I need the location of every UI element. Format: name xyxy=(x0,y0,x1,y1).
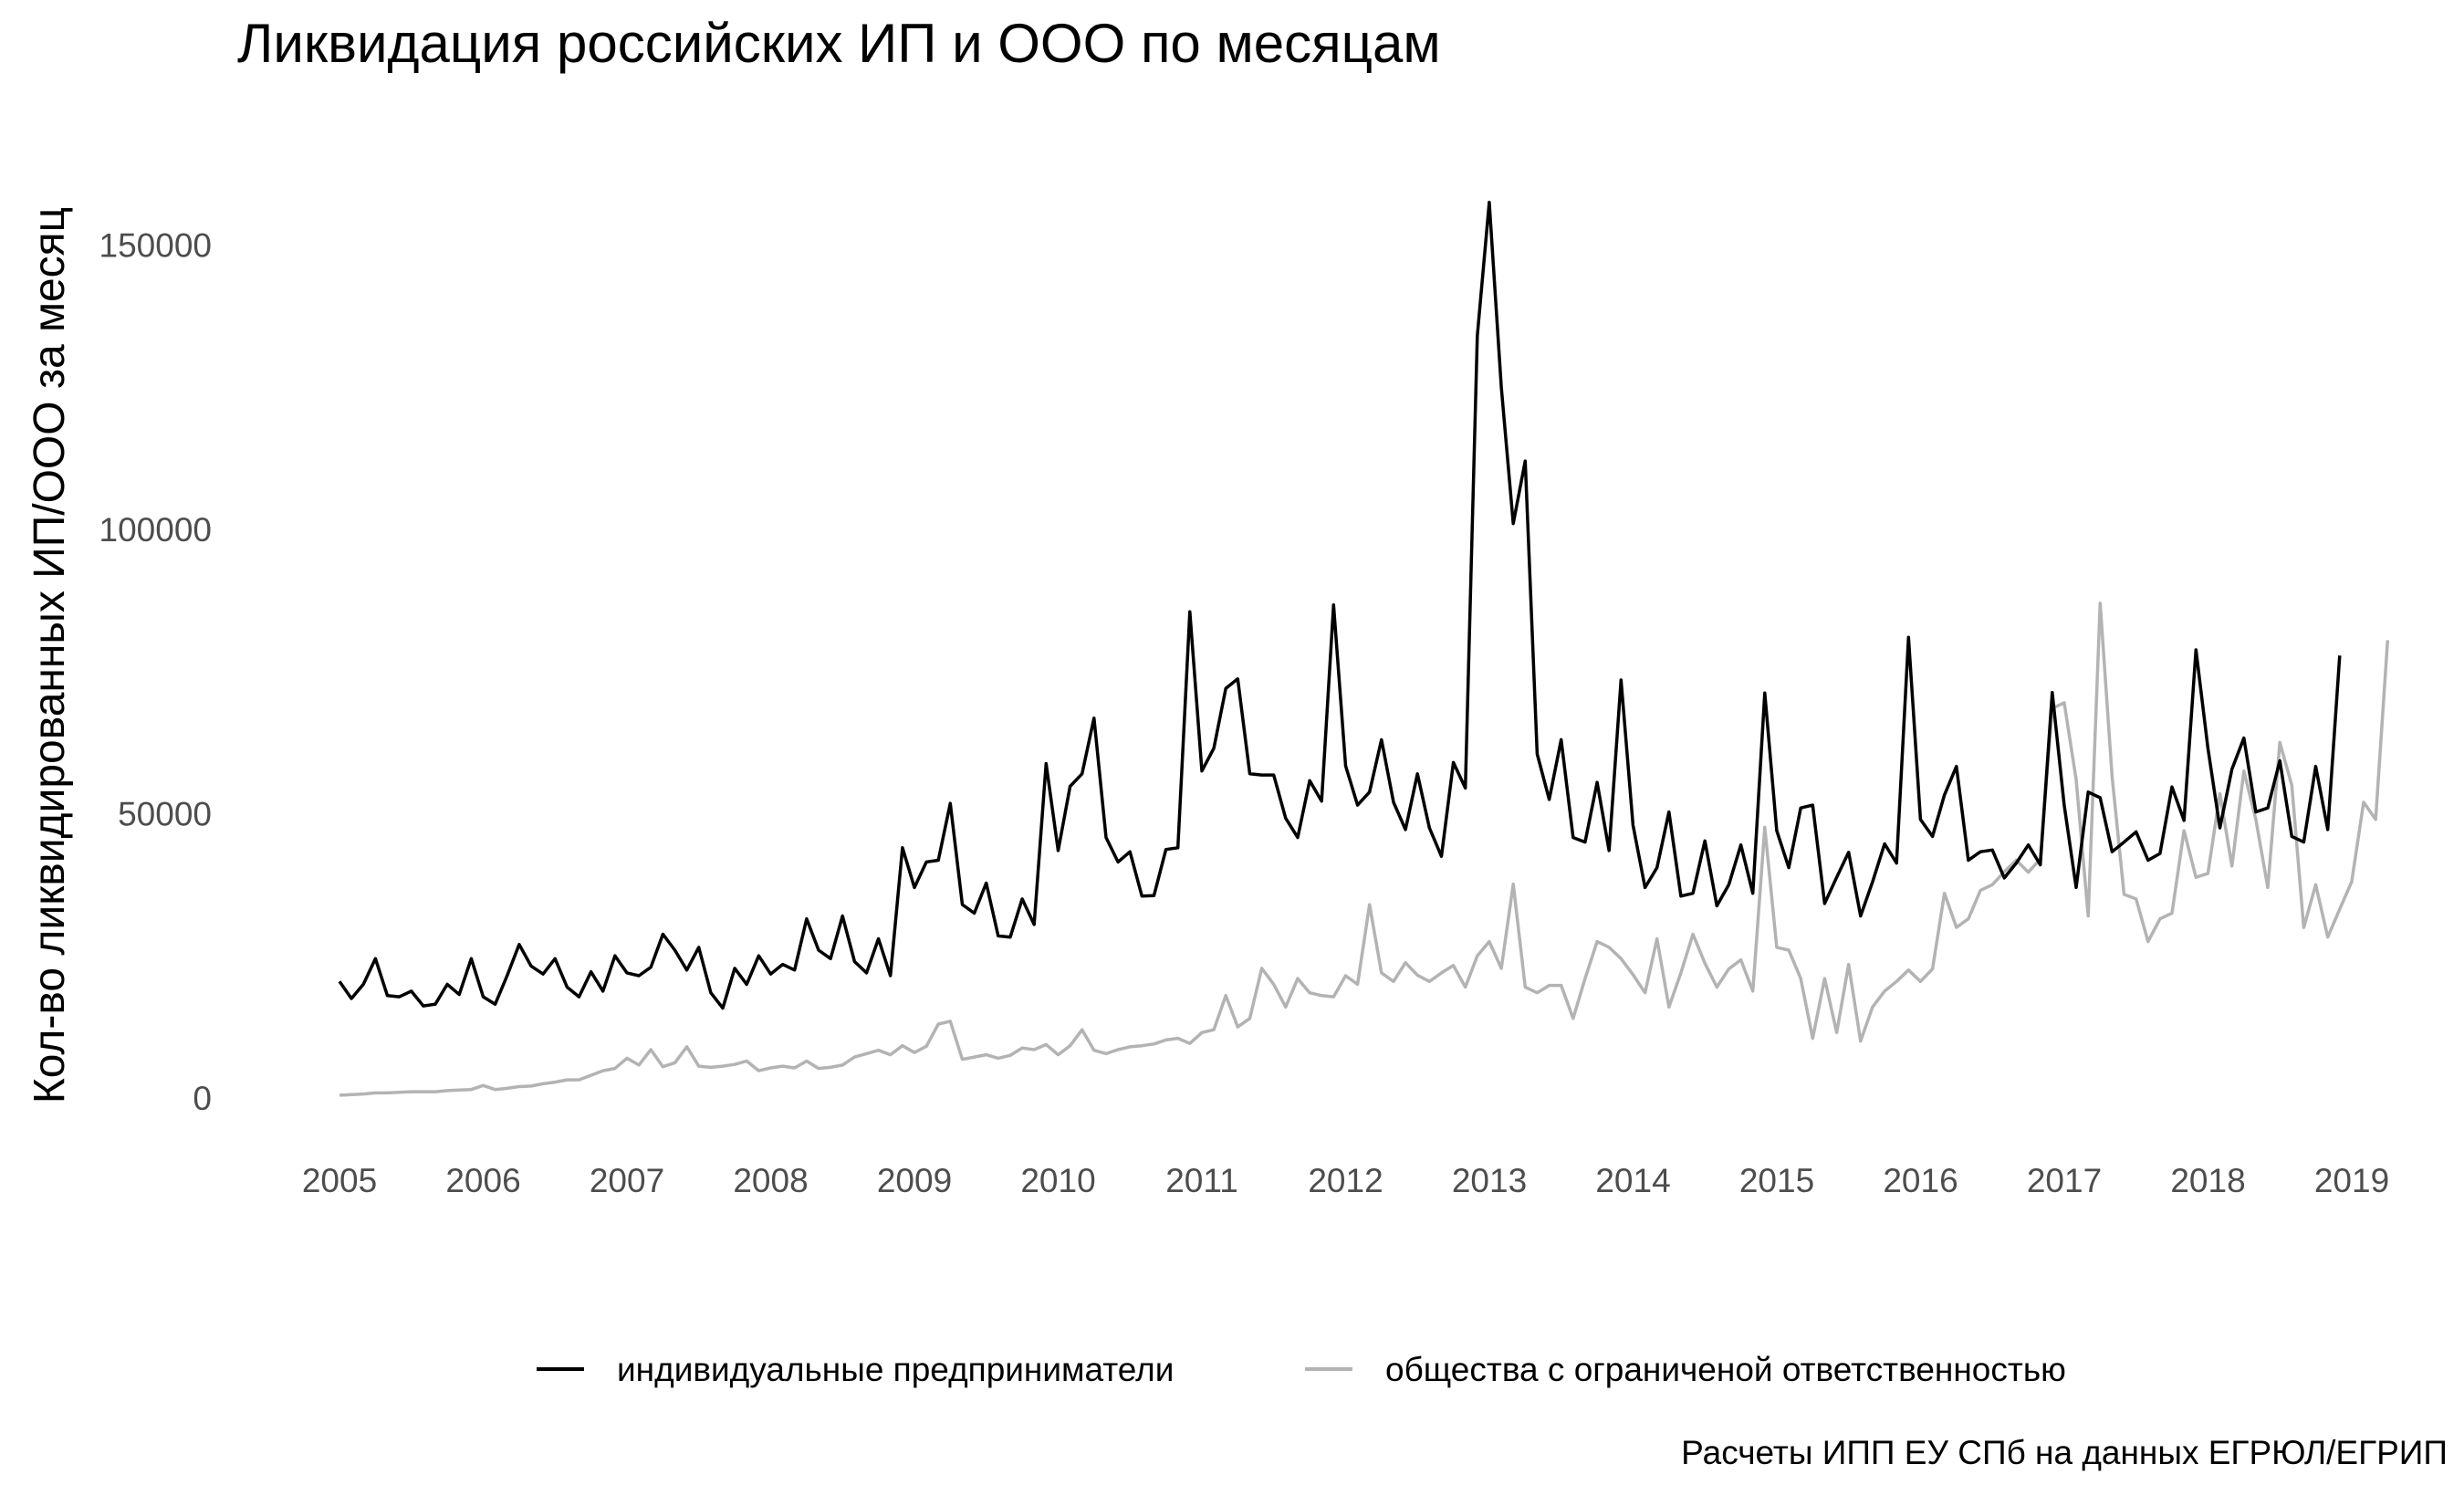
x-tick-label: 2019 xyxy=(2314,1162,2389,1199)
x-tick-label: 2007 xyxy=(590,1162,664,1199)
x-tick-label: 2005 xyxy=(302,1162,377,1199)
legend-label-ip: индивидуальные предприниматели xyxy=(617,1351,1174,1388)
chart-title: Ликвидация российских ИП и ООО по месяца… xyxy=(237,13,1441,74)
x-tick-label: 2017 xyxy=(2027,1162,2102,1199)
y-tick-label: 0 xyxy=(193,1080,212,1117)
chart-caption: Расчеты ИПП ЕУ СПб на данных ЕГРЮЛ/ЕГРИП xyxy=(1681,1434,2448,1471)
y-tick-label: 50000 xyxy=(118,795,212,832)
x-tick-label: 2018 xyxy=(2170,1162,2245,1199)
x-tick-label: 2016 xyxy=(1883,1162,1958,1199)
x-axis-ticks: 2005 2006 2007 2008 2009 2010 2011 2012 2013 2014… xyxy=(302,1162,2389,1199)
y-tick-label: 150000 xyxy=(99,226,212,264)
x-tick-label: 2010 xyxy=(1020,1162,1095,1199)
legend: индивидуальные предприниматели общества … xyxy=(537,1351,2066,1388)
x-tick-label: 2009 xyxy=(877,1162,952,1199)
y-tick-label: 100000 xyxy=(99,511,212,549)
x-tick-label: 2012 xyxy=(1308,1162,1383,1199)
x-tick-label: 2011 xyxy=(1165,1162,1238,1199)
x-tick-label: 2013 xyxy=(1452,1162,1527,1199)
x-tick-label: 2006 xyxy=(445,1162,520,1199)
x-tick-label: 2008 xyxy=(733,1162,808,1199)
legend-label-ooo: общества с ограниченой ответственностью xyxy=(1385,1351,2066,1388)
x-tick-label: 2014 xyxy=(1595,1162,1670,1199)
series-lines xyxy=(338,200,2390,1097)
x-tick-label: 2015 xyxy=(1739,1162,1814,1199)
series-line-ip xyxy=(338,200,2342,1010)
y-axis-label: Кол-во ликвидированных ИП/ООО за месяц xyxy=(26,207,74,1103)
y-axis-ticks: 0 50000 100000 150000 xyxy=(99,226,212,1117)
